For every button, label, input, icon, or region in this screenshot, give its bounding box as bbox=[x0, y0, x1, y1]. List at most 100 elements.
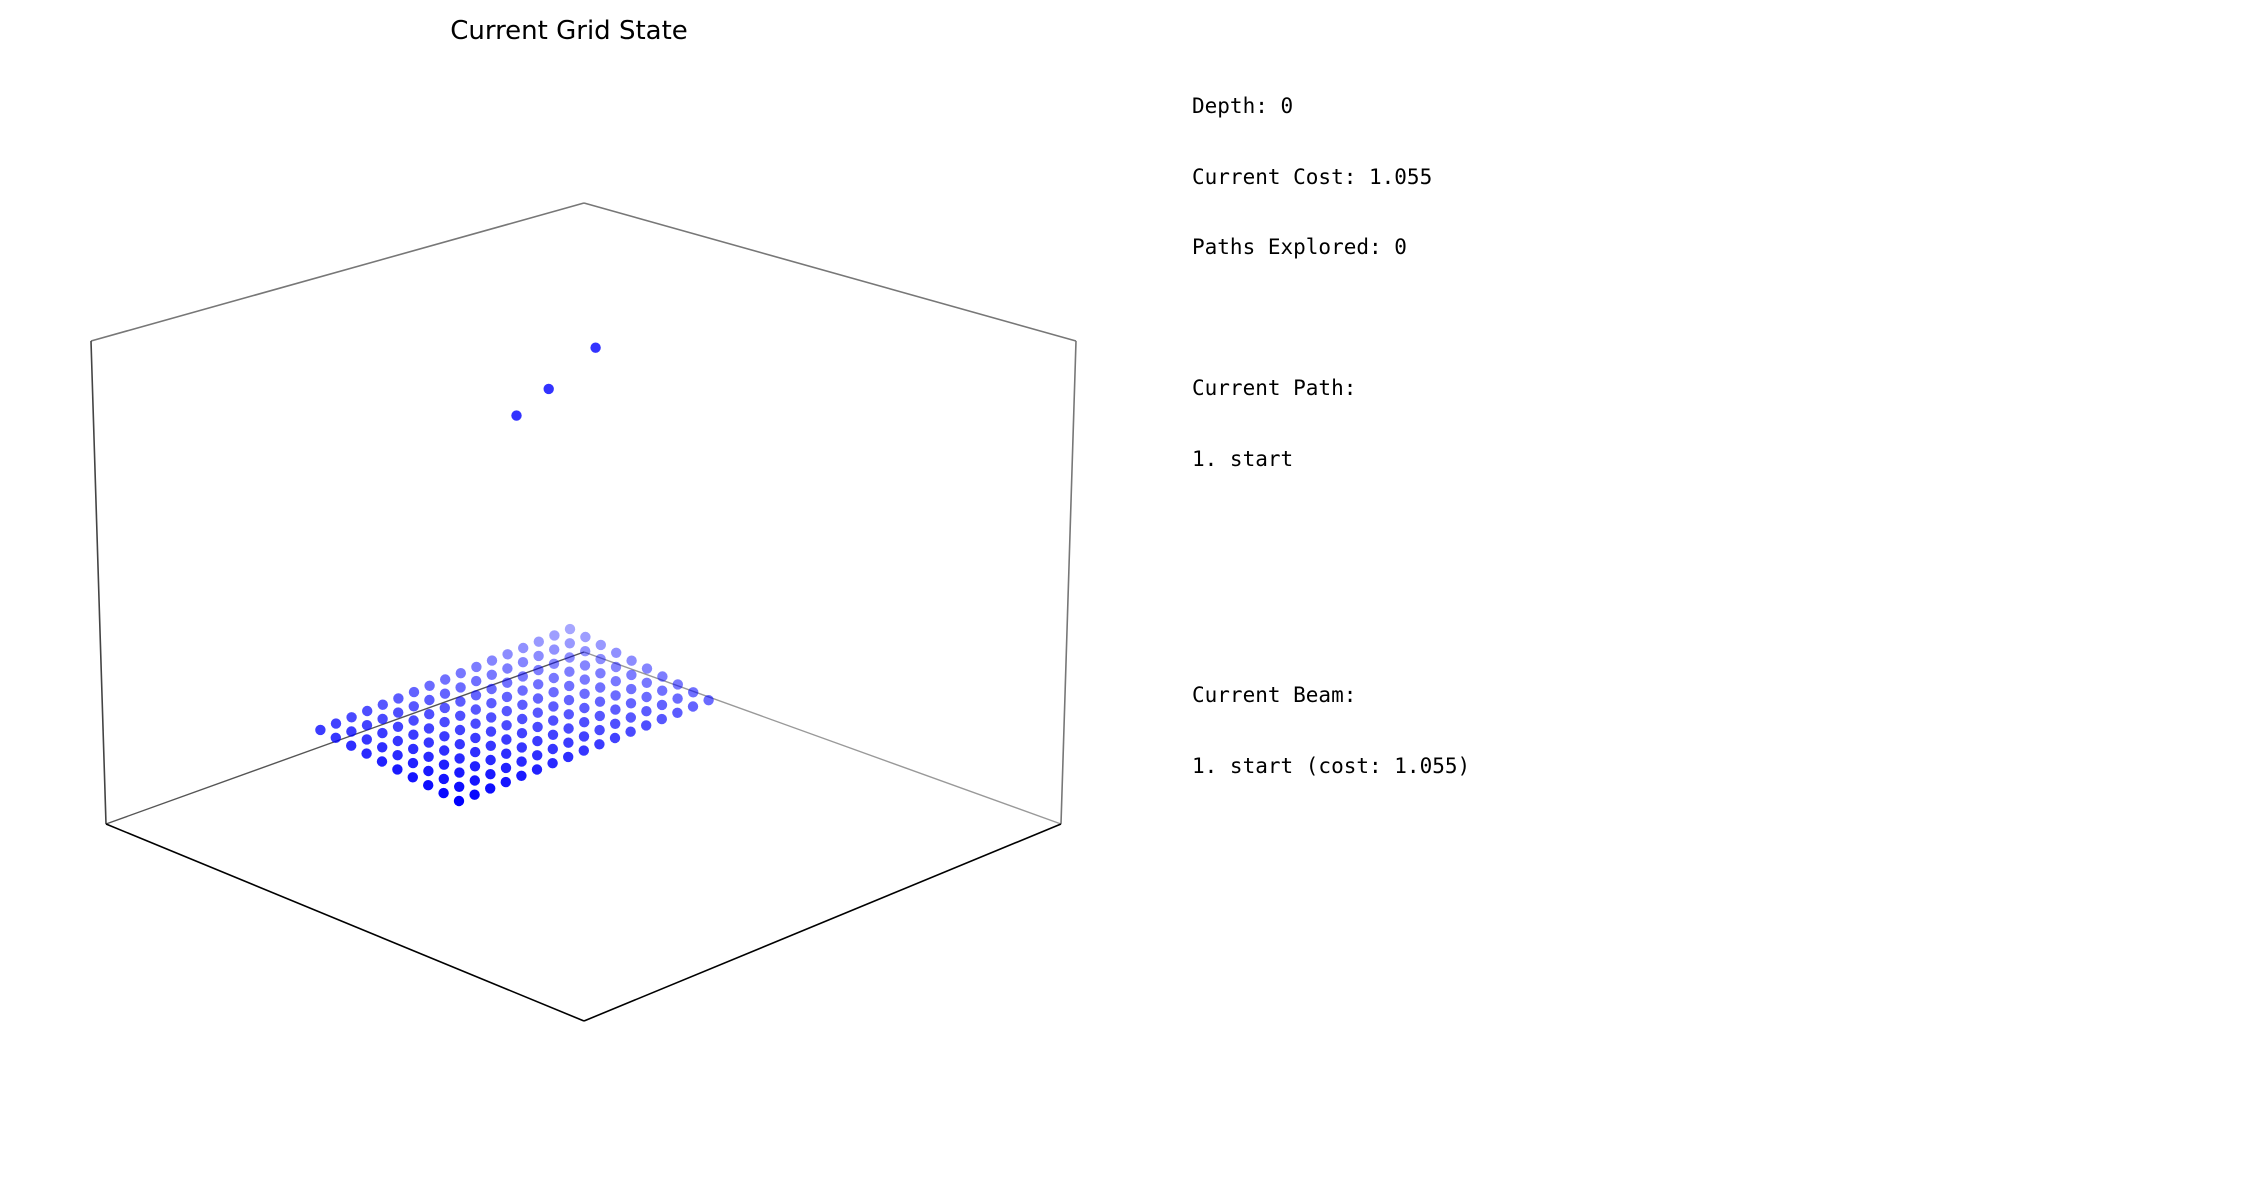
grid-data-point bbox=[626, 669, 637, 681]
depth-text: Depth: 0 bbox=[1192, 94, 1294, 118]
current-path-item: 1. start bbox=[1192, 446, 1294, 471]
grid-data-point bbox=[532, 707, 543, 718]
grid-data-point bbox=[625, 726, 636, 737]
grid-data-point bbox=[470, 746, 481, 758]
grid-data-point bbox=[657, 671, 668, 682]
grid-data-point bbox=[516, 742, 527, 753]
grid-data-point bbox=[531, 764, 543, 775]
grid-data-point bbox=[454, 781, 465, 792]
grid-data-point bbox=[532, 750, 543, 761]
grid-data-point bbox=[547, 758, 558, 769]
grid-data-point bbox=[641, 706, 652, 717]
raised-data-point bbox=[590, 342, 601, 353]
grid-data-point bbox=[408, 729, 419, 740]
floor-back-left bbox=[105, 651, 585, 825]
grid-data-point bbox=[469, 775, 480, 786]
grid-data-point bbox=[424, 709, 435, 720]
grid-data-point bbox=[330, 732, 341, 743]
scatter-3d-plot bbox=[90, 202, 1077, 1022]
grid-data-point bbox=[377, 699, 388, 710]
current-cost-text: Current Cost: 1.055 bbox=[1192, 164, 1433, 189]
grid-data-point bbox=[579, 688, 590, 699]
grid-data-point bbox=[580, 631, 591, 643]
grid-data-point bbox=[423, 723, 435, 734]
grid-data-point bbox=[687, 701, 699, 712]
grid-data-point bbox=[517, 713, 528, 725]
paths-explored-text: Paths Explored: 0 bbox=[1192, 235, 1407, 259]
grid-data-point bbox=[517, 671, 528, 682]
grid-data-point bbox=[611, 647, 622, 658]
grid-data-point bbox=[455, 682, 466, 693]
grid-data-point bbox=[346, 726, 357, 737]
grid-data-point bbox=[517, 685, 528, 696]
grid-data-point bbox=[563, 694, 575, 706]
grid-data-point bbox=[563, 709, 574, 720]
grid-data-point bbox=[423, 765, 434, 777]
grid-data-point bbox=[626, 655, 637, 666]
grid-data-point bbox=[502, 677, 513, 688]
grid-data-point bbox=[595, 668, 606, 679]
grid-data-point bbox=[502, 663, 513, 674]
grid-data-point bbox=[377, 713, 388, 725]
back-edge-vertical-right bbox=[1060, 340, 1077, 825]
grid-data-point bbox=[610, 690, 621, 701]
grid-data-point bbox=[548, 701, 559, 712]
grid-data-point bbox=[439, 716, 450, 728]
grid-data-point bbox=[424, 694, 435, 706]
grid-data-point bbox=[548, 658, 560, 669]
grid-data-point bbox=[549, 630, 560, 641]
grid-data-point bbox=[594, 739, 605, 750]
grid-data-point bbox=[485, 754, 496, 766]
grid-data-point bbox=[454, 739, 465, 750]
grid-data-point bbox=[438, 773, 449, 785]
grid-data-point bbox=[657, 685, 668, 696]
grid-data-point bbox=[563, 751, 574, 763]
grid-data-point bbox=[579, 717, 590, 728]
grid-data-point bbox=[392, 764, 403, 775]
raised-data-point bbox=[511, 410, 522, 421]
grid-data-point bbox=[485, 740, 496, 751]
grid-data-point bbox=[423, 780, 434, 791]
grid-data-point bbox=[346, 712, 357, 723]
grid-data-point bbox=[594, 696, 606, 707]
grid-data-point bbox=[423, 737, 434, 748]
grid-data-point bbox=[392, 735, 403, 747]
grid-data-point bbox=[672, 679, 683, 690]
grid-data-point bbox=[392, 750, 403, 761]
grid-data-point bbox=[688, 687, 699, 698]
grid-data-point bbox=[454, 753, 465, 764]
grid-data-point bbox=[532, 735, 543, 747]
grid-data-point bbox=[486, 683, 497, 695]
grid-data-point bbox=[564, 680, 575, 692]
grid-data-point bbox=[516, 756, 527, 767]
axes-box bbox=[90, 202, 1077, 1022]
grid-data-point bbox=[439, 702, 450, 714]
grid-data-point bbox=[346, 740, 357, 751]
grid-data-point bbox=[454, 767, 465, 778]
grid-data-point bbox=[532, 693, 544, 704]
grid-data-point bbox=[361, 734, 372, 745]
grid-data-point bbox=[578, 745, 589, 756]
grid-data-point bbox=[641, 663, 653, 674]
grid-data-point bbox=[315, 724, 326, 736]
grid-data-point bbox=[656, 713, 667, 725]
back-edge-left bbox=[90, 202, 585, 342]
grid-data-point bbox=[469, 761, 481, 772]
grid-data-point bbox=[595, 639, 606, 651]
grid-data-point bbox=[501, 691, 513, 703]
grid-data-point bbox=[595, 653, 606, 665]
grid-data-point bbox=[424, 680, 435, 691]
grid-data-point bbox=[361, 748, 372, 759]
grid-data-point bbox=[486, 712, 497, 723]
grid-data-point bbox=[439, 688, 451, 699]
grid-data-point bbox=[469, 789, 480, 800]
grid-data-point bbox=[656, 699, 668, 711]
grid-data-point bbox=[580, 646, 591, 657]
grid-data-point bbox=[470, 718, 481, 729]
grid-data-point bbox=[500, 776, 511, 788]
grid-data-point bbox=[549, 644, 560, 655]
grid-data-point bbox=[408, 743, 419, 755]
grid-data-point bbox=[610, 676, 621, 687]
grid-data-point bbox=[455, 696, 466, 707]
grid-data-point bbox=[563, 723, 574, 734]
